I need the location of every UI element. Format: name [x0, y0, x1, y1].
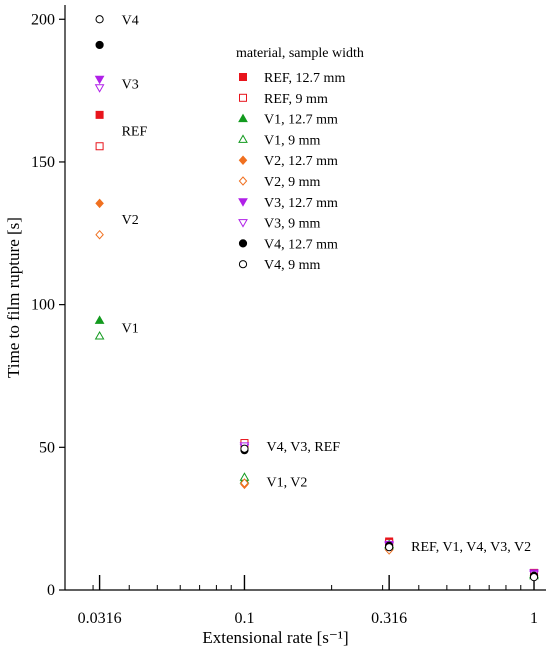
legend-marker	[238, 260, 248, 269]
legend-marker	[238, 113, 248, 123]
annotation-label: REF, V1, V4, V3, V2	[411, 540, 531, 555]
annotations: V4 V3 REF V2 V1 V4, V3, REF V1, V2 REF, V1, V4,…	[122, 13, 532, 555]
legend-entry-label: V3, 12.7 mm	[264, 196, 338, 211]
data-point	[94, 75, 105, 85]
data-point	[95, 198, 104, 209]
legend-entry-label: V1, 12.7 mm	[264, 113, 338, 128]
data-point	[94, 315, 105, 324]
y-tick-label: 200	[31, 11, 55, 28]
x-axis-title: Extensional rate [s⁻¹]	[202, 628, 348, 647]
legend-marker	[238, 176, 248, 186]
x-tick-label: 0.316	[371, 610, 407, 627]
y-axis: 0 50 100 150 200	[31, 5, 66, 599]
legend-marker	[238, 239, 248, 248]
annotation-label: V4	[122, 13, 139, 28]
legend: material, sample width REF, 12.7 mm REF, …	[236, 46, 364, 273]
legend-entry-label: REF, 9 mm	[264, 92, 328, 107]
legend-entry-label: V4, 9 mm	[264, 258, 321, 273]
annotation-label: REF	[122, 125, 148, 140]
y-tick-label: 0	[47, 582, 55, 599]
y-tick-label: 150	[31, 154, 55, 171]
annotation-label: V4, V3, REF	[266, 440, 340, 455]
legend-marker	[238, 155, 248, 165]
legend-entry-label: V2, 12.7 mm	[264, 154, 338, 169]
legend-entry-label: V2, 9 mm	[264, 175, 321, 190]
series-v2-9-mm	[95, 229, 539, 581]
y-axis-title: Time to film rupture [s]	[4, 217, 23, 378]
x-ticks: 0.0316 0.1 0.316 1	[78, 575, 538, 627]
data-point	[95, 15, 104, 24]
legend-marker	[239, 73, 247, 81]
legend-marker	[239, 93, 247, 102]
y-tick-label: 100	[31, 297, 55, 314]
x-tick-label: 0.0316	[78, 610, 122, 627]
legend-entry-label: V4, 12.7 mm	[264, 237, 338, 252]
data-point	[94, 331, 105, 340]
series-v4-9-mm	[95, 15, 539, 582]
legend-entry-label: REF, 12.7 mm	[264, 71, 345, 86]
legend-marker	[238, 219, 248, 228]
legend-entry-label: V1, 9 mm	[264, 133, 321, 148]
legend-entry-label: V3, 9 mm	[264, 217, 321, 232]
data-point	[94, 84, 105, 93]
y-ticks: 0 50 100 150 200	[31, 11, 65, 599]
data-point	[240, 444, 249, 453]
data-points	[94, 15, 539, 582]
data-point	[95, 142, 104, 151]
legend-marker	[238, 198, 248, 207]
legend-title: material, sample width	[236, 46, 364, 61]
data-point	[240, 478, 249, 488]
data-point	[529, 573, 539, 582]
annotation-label: V2	[122, 213, 139, 228]
y-tick-label: 50	[39, 439, 55, 456]
x-tick-label: 0.1	[234, 610, 254, 627]
data-point	[95, 110, 104, 119]
x-tick-label: 1	[530, 610, 538, 627]
data-point	[95, 229, 104, 240]
annotation-label: V3	[122, 77, 139, 92]
series-v2-12-7-mm	[95, 198, 539, 581]
data-point	[95, 40, 104, 50]
x-axis: 0.0316 0.1 0.316 1	[65, 575, 546, 627]
annotation-label: V1, V2	[266, 476, 307, 491]
legend-marker	[238, 134, 248, 143]
series-v3-12-7-mm	[94, 75, 539, 578]
annotation-label: V1	[122, 321, 139, 336]
data-point	[385, 543, 394, 552]
